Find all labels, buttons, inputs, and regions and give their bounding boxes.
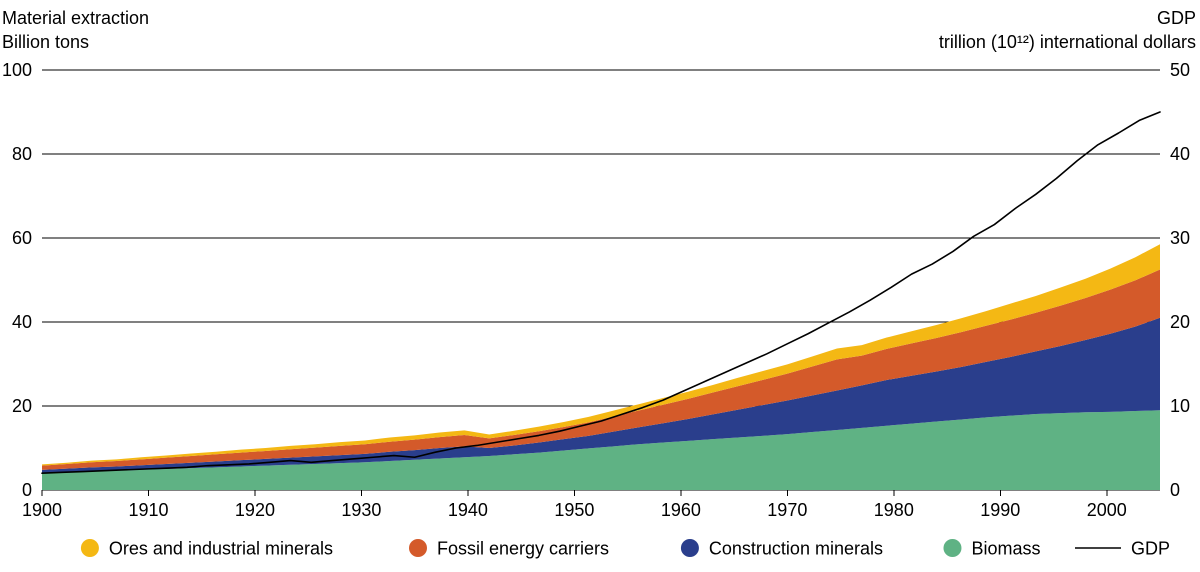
x-tick-label: 1980: [874, 500, 914, 520]
legend-label-biomass: Biomass: [971, 538, 1040, 558]
legend-label-construction: Construction minerals: [709, 538, 883, 558]
x-tick-label: 1900: [22, 500, 62, 520]
y-left-tick-label: 0: [22, 480, 32, 500]
x-tick-label: 1960: [661, 500, 701, 520]
legend-dot-construction: [681, 539, 699, 557]
legend-dot-fossil: [409, 539, 427, 557]
x-tick-label: 1920: [235, 500, 275, 520]
x-tick-label: 1970: [767, 500, 807, 520]
y-right-title-line2: trillion (10¹²) international dollars: [939, 32, 1196, 52]
material-extraction-gdp-chart: 1900 1910 1920 1930 1940 1950 1960 1970 1980 1990…: [0, 0, 1200, 572]
legend-label-fossil: Fossil energy carriers: [437, 538, 609, 558]
y-left-tick-label: 40: [12, 312, 32, 332]
x-tick-label: 1930: [341, 500, 381, 520]
y-right-tick-label: 50: [1170, 60, 1190, 80]
y-left-tick-label: 20: [12, 396, 32, 416]
x-tick-label: 1950: [554, 500, 594, 520]
legend-dot-biomass: [943, 539, 961, 557]
y-right-tick-label: 20: [1170, 312, 1190, 332]
x-tick-label: 2000: [1087, 500, 1127, 520]
legend-label-gdp: GDP: [1131, 538, 1170, 558]
y-left-title-line1: Material extraction: [2, 8, 149, 28]
y-left-title-line2: Billion tons: [2, 32, 89, 52]
x-tick-label: 1940: [448, 500, 488, 520]
y-right-tick-label: 30: [1170, 228, 1190, 248]
chart-svg: 1900 1910 1920 1930 1940 1950 1960 1970 1980 1990…: [0, 0, 1200, 572]
y-right-tick-label: 10: [1170, 396, 1190, 416]
y-right-tick-label: 0: [1170, 480, 1180, 500]
x-tick-label: 1990: [980, 500, 1020, 520]
y-left-tick-label: 100: [2, 60, 32, 80]
legend-label-ores: Ores and industrial minerals: [109, 538, 333, 558]
y-right-title-line1: GDP: [1157, 8, 1196, 28]
y-left-tick-label: 60: [12, 228, 32, 248]
legend-dot-ores: [81, 539, 99, 557]
y-right-tick-label: 40: [1170, 144, 1190, 164]
x-tick-label: 1910: [128, 500, 168, 520]
y-left-tick-label: 80: [12, 144, 32, 164]
